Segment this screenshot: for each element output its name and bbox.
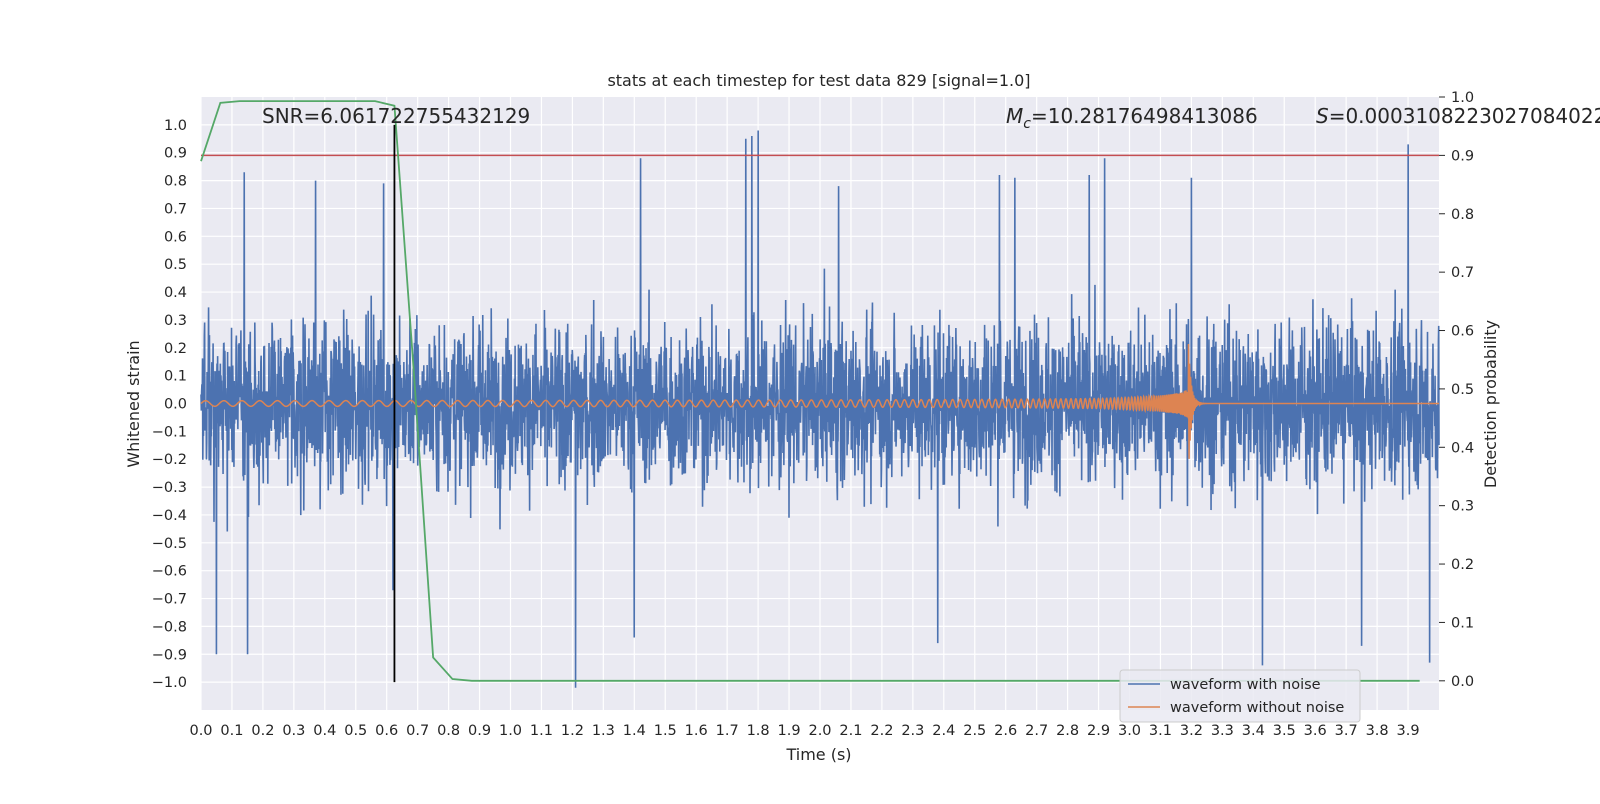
x-tick-label: 2.1 [839, 723, 862, 739]
x-tick-label: 0.2 [251, 723, 274, 739]
y2-tick-label: 0.2 [1451, 557, 1474, 573]
y-tick-label: −0.1 [152, 424, 187, 440]
y-tick-label: −0.6 [152, 564, 187, 580]
y-axis-ticks: −1.0 −0.9 −0.8 −0.7 −0.6 −0.5 −0.4 −0.3 −0.2 −0.1… [152, 118, 187, 691]
series-line-clean [200, 344, 1439, 459]
x-tick-label: 1.9 [778, 723, 801, 739]
x-tick-label: 1.3 [592, 723, 615, 739]
x-tick-label: 1.1 [530, 723, 553, 739]
y2-tick-label: 0.4 [1451, 440, 1474, 456]
y2-tick-label: 0.1 [1451, 615, 1474, 631]
y-tick-label: 0.2 [164, 341, 187, 357]
x-tick-label: 2.9 [1087, 723, 1110, 739]
y-tick-label: −0.3 [152, 480, 187, 496]
y-tick-label: −0.4 [152, 508, 187, 524]
y2-tick-label: 1.0 [1451, 90, 1474, 106]
y-tick-label: 0.5 [164, 257, 187, 273]
s-symbol: S [1316, 104, 1329, 128]
legend: waveform with noise waveform without noi… [1119, 669, 1361, 723]
y-tick-label: −0.8 [152, 619, 187, 635]
x-tick-label: 0.3 [282, 723, 305, 739]
x-axis-ticks: 0.0 0.1 0.2 0.3 0.4 0.5 0.6 0.7 0.8 0.9 1.0 1.1 1.2 1… [189, 723, 1419, 739]
y-tick-label: −1.0 [152, 675, 187, 691]
x-tick-label: 0.1 [220, 723, 243, 739]
x-tick-label: 1.6 [685, 723, 708, 739]
legend-label-noise: waveform with noise [1170, 677, 1321, 693]
y-tick-label: 0.7 [164, 201, 187, 217]
x-tick-label: 3.0 [1118, 723, 1141, 739]
y-tick-label: 1.0 [164, 118, 187, 134]
x-tick-label: 0.8 [437, 723, 460, 739]
chirp-mass-value: =10.28176498413086 [1031, 104, 1258, 128]
x-tick-label: 0.4 [313, 723, 336, 739]
x-tick-label: 3.6 [1304, 723, 1327, 739]
y-tick-label: 0.1 [164, 369, 187, 385]
x-tick-label: 1.8 [747, 723, 770, 739]
y2-tick-label: 0.0 [1451, 674, 1474, 690]
x-tick-label: 0.7 [406, 723, 429, 739]
x-tick-label: 0.9 [468, 723, 491, 739]
x-tick-label: 1.0 [499, 723, 522, 739]
y2-tick-label: 0.7 [1451, 265, 1474, 281]
y2-tick-label: 0.3 [1451, 499, 1474, 515]
snr-annotation: SNR=6.061722755432129 [262, 104, 530, 128]
chart-title: stats at each timestep for test data 829… [607, 71, 1030, 90]
series-layer [200, 100, 1440, 688]
y2-tick-label: 0.6 [1451, 324, 1474, 340]
y2-axis-ticks: 0.0 0.1 0.2 0.3 0.4 0.5 0.6 0.7 0.8 0.9 1.0 [1439, 90, 1474, 690]
legend-label-clean: waveform without noise [1170, 700, 1344, 716]
y2-tick-label: 0.8 [1451, 207, 1474, 223]
x-tick-label: 0.0 [189, 723, 212, 739]
y-tick-label: −0.2 [152, 452, 187, 468]
y-tick-label: 0.4 [164, 285, 187, 301]
y-tick-label: −0.7 [152, 592, 187, 608]
y-tick-label: 0.6 [164, 229, 187, 245]
chirp-mass-subscript: c [1023, 116, 1031, 132]
x-tick-label: 3.9 [1397, 723, 1420, 739]
s-annotation: S=0.00031082230270840228 [1316, 104, 1600, 128]
x-tick-label: 2.5 [963, 723, 986, 739]
x-tick-label: 0.6 [375, 723, 398, 739]
legend-box [1119, 669, 1361, 723]
x-tick-label: 3.1 [1149, 723, 1172, 739]
series-line-probability [200, 100, 1420, 682]
y-tick-label: −0.9 [152, 647, 187, 663]
y-axis-label: Whitened strain [124, 340, 143, 467]
x-tick-label: 3.2 [1180, 723, 1203, 739]
x-tick-label: 3.4 [1242, 723, 1265, 739]
y-tick-label: −0.5 [152, 536, 187, 552]
x-tick-label: 3.3 [1211, 723, 1234, 739]
x-tick-label: 0.5 [344, 723, 367, 739]
x-tick-label: 1.7 [716, 723, 739, 739]
y-tick-label: 0.9 [164, 146, 187, 162]
x-tick-label: 2.6 [994, 723, 1017, 739]
x-tick-label: 1.2 [561, 723, 584, 739]
x-tick-label: 3.5 [1273, 723, 1296, 739]
x-tick-label: 3.7 [1335, 723, 1358, 739]
y2-axis-label: Detection probability [1481, 320, 1500, 488]
x-tick-label: 3.8 [1366, 723, 1389, 739]
y-tick-label: 0.8 [164, 174, 187, 190]
x-tick-label: 2.3 [901, 723, 924, 739]
x-axis-label: Time (s) [785, 745, 851, 764]
x-tick-label: 1.4 [623, 723, 646, 739]
x-tick-label: 1.5 [654, 723, 677, 739]
x-tick-label: 2.4 [932, 723, 955, 739]
y2-tick-label: 0.5 [1451, 382, 1474, 398]
s-value: =0.00031082230270840228 [1329, 104, 1600, 128]
x-tick-label: 2.0 [808, 723, 831, 739]
y2-tick-label: 0.9 [1451, 148, 1474, 164]
x-tick-label: 2.8 [1056, 723, 1079, 739]
y-tick-label: 0.3 [164, 313, 187, 329]
chirp-mass-annotation: Mc=10.28176498413086 [1006, 104, 1258, 132]
x-tick-label: 2.7 [1025, 723, 1048, 739]
chirp-mass-symbol: M [1006, 104, 1023, 128]
x-tick-label: 2.2 [870, 723, 893, 739]
y-tick-label: 0.0 [164, 397, 187, 413]
